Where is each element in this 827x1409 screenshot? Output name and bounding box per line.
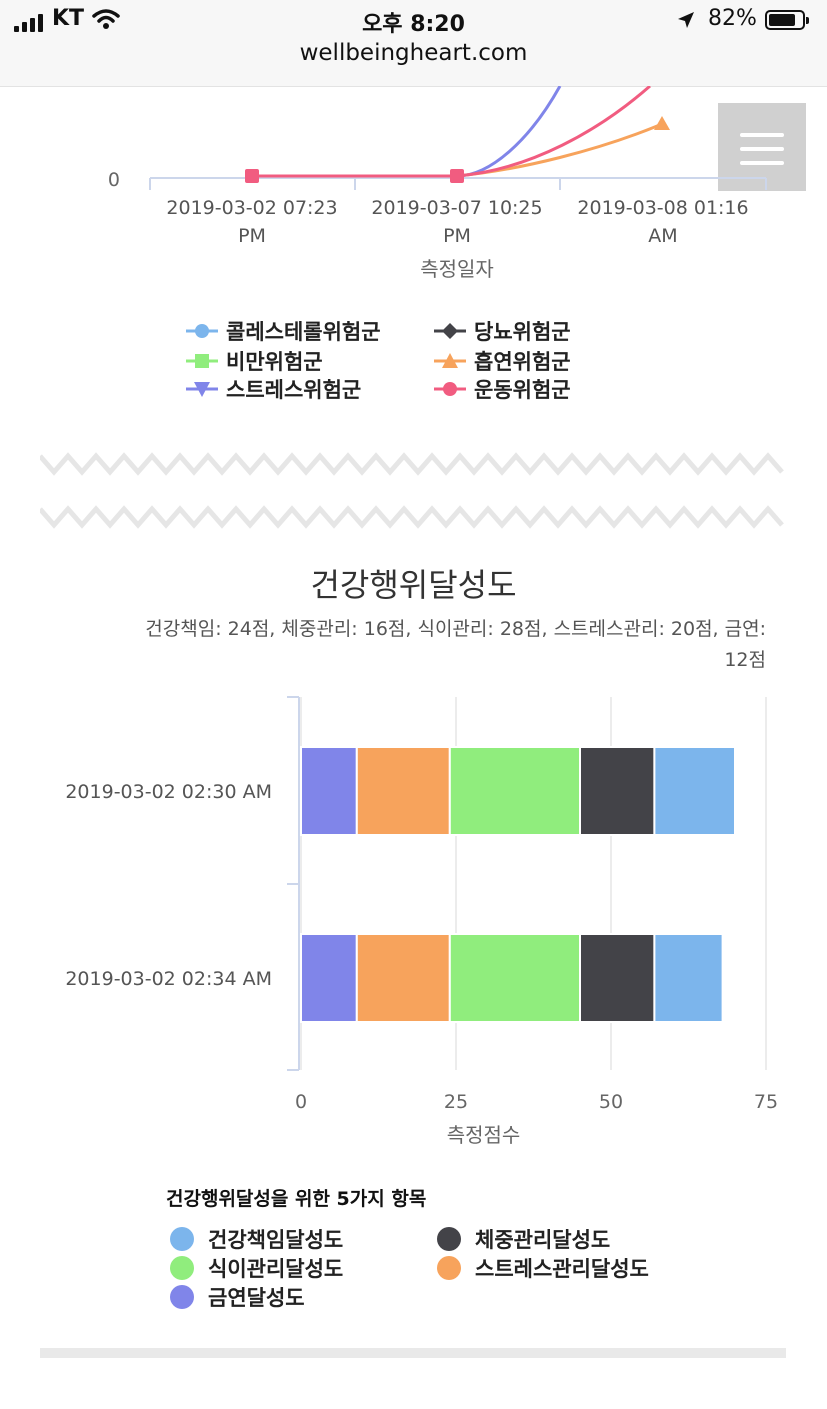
legend-item[interactable]: 금연달성도: [170, 1282, 305, 1312]
legend-item-label: 스트레스위험군: [226, 378, 362, 402]
circle-marker-icon: [434, 382, 466, 396]
bar-segment[interactable]: [448, 933, 581, 1023]
status-bar: KT 오후 8:20 wellbeingheart.com 82%: [0, 0, 827, 87]
legend-item[interactable]: 체중관리달성도: [437, 1224, 610, 1254]
bar-segment[interactable]: [579, 746, 656, 836]
risk-line-chart: 0 2019-03-02 07:23 PM 2019-03-07 10:25 PM 201…: [108, 86, 767, 281]
circle-marker-icon: [186, 324, 218, 338]
circle-marker-icon: [170, 1256, 194, 1280]
legend-item[interactable]: 건강책임달성도: [170, 1224, 343, 1254]
wifi-icon: [92, 9, 120, 29]
x-tick-label: PM: [238, 225, 266, 247]
square-marker-icon: [186, 354, 218, 368]
x-tick-label: 2019-03-08 01:16: [577, 197, 748, 219]
legend-item[interactable]: 운동위험군: [434, 374, 571, 404]
chart-title: 건강행위달성도: [310, 566, 517, 604]
signal-icon: [14, 12, 43, 32]
bar-segment[interactable]: [355, 746, 451, 836]
battery-percent: 82%: [708, 6, 757, 31]
x-axis-title: 측정일자: [420, 257, 494, 281]
series-line-stress: [252, 86, 562, 178]
x-tick-label: 0: [295, 1091, 307, 1113]
x-tick-label: 25: [444, 1091, 468, 1113]
legend-item-label: 금연달성도: [208, 1286, 305, 1310]
legend-item-label: 건강책임달성도: [208, 1228, 344, 1252]
legend-item-label: 당뇨위험군: [474, 320, 571, 344]
legend-item[interactable]: 흡연위험군: [434, 346, 571, 376]
legend-item-label: 식이관리달성도: [208, 1257, 344, 1281]
category-label: 2019-03-02 02:30 AM: [65, 781, 272, 803]
legend-item[interactable]: 비만위험군: [186, 346, 323, 376]
hamburger-menu-button[interactable]: [718, 103, 806, 191]
clock: 오후 8:20: [362, 12, 465, 37]
legend-title: 건강행위달성을 위한 5가지 항목: [166, 1188, 427, 1210]
diamond-marker-icon: [434, 323, 466, 339]
location-arrow-icon: [678, 12, 694, 28]
zigzag-divider: [40, 452, 784, 476]
circle-marker-icon: [437, 1256, 461, 1280]
zigzag-divider: [40, 505, 784, 529]
legend-item[interactable]: 식이관리달성도: [170, 1253, 343, 1283]
legend-item-label: 체중관리달성도: [475, 1228, 611, 1252]
x-tick-label: 2019-03-02 07:23: [166, 197, 337, 219]
hamburger-menu-icon: [740, 133, 784, 137]
legend-item-label: 운동위험군: [474, 378, 571, 402]
legend-item[interactable]: 당뇨위험군: [434, 316, 571, 346]
circle-marker-icon: [437, 1227, 461, 1251]
x-tick-label: 50: [599, 1091, 623, 1113]
circle-marker-icon: [170, 1227, 194, 1251]
legend-item[interactable]: 스트레스위험군: [186, 374, 361, 404]
legend-item[interactable]: 콜레스테롤위험군: [186, 316, 381, 346]
x-axis-title: 측정점수: [447, 1123, 521, 1147]
address-bar-url[interactable]: wellbeingheart.com: [299, 40, 528, 66]
x-tick-label: 2019-03-07 10:25: [371, 197, 542, 219]
data-point: [654, 116, 670, 130]
bar-segment[interactable]: [448, 746, 581, 836]
data-point: [450, 169, 464, 183]
bar-segment[interactable]: [653, 933, 724, 1023]
health-behavior-bar-chart: 0 25 50 75 측정점수 2019-03-02 02:30 AM 2019-03-02…: [65, 696, 778, 1147]
bar-segment[interactable]: [300, 746, 358, 836]
x-tick-label: AM: [648, 225, 677, 247]
y-tick-label: 0: [108, 169, 120, 191]
legend-item-label: 콜레스테롤위험군: [226, 320, 381, 344]
bar-segment[interactable]: [653, 746, 737, 836]
section-divider: [40, 1348, 786, 1358]
battery-icon: [765, 10, 809, 30]
legend-item-label: 스트레스관리달성도: [475, 1257, 649, 1281]
legend-item[interactable]: 스트레스관리달성도: [437, 1253, 649, 1283]
x-tick-label: 75: [754, 1091, 778, 1113]
bar-segment[interactable]: [300, 933, 358, 1023]
chart-subtitle: 건강책임: 24점, 체중관리: 16점, 식이관리: 28점, 스트레스관리:…: [145, 618, 766, 671]
x-tick-label: PM: [443, 225, 471, 247]
legend-item-label: 비만위험군: [226, 350, 323, 374]
triangle-down-marker-icon: [186, 382, 218, 397]
bar-segment[interactable]: [579, 933, 656, 1023]
data-point: [245, 169, 259, 183]
triangle-marker-icon: [434, 353, 466, 368]
circle-marker-icon: [170, 1285, 194, 1309]
carrier-label: KT: [52, 6, 85, 31]
legend-item-label: 흡연위험군: [474, 350, 571, 374]
bar-segment[interactable]: [355, 933, 451, 1023]
category-label: 2019-03-02 02:34 AM: [65, 968, 272, 990]
series-line-exercise: [252, 86, 651, 178]
